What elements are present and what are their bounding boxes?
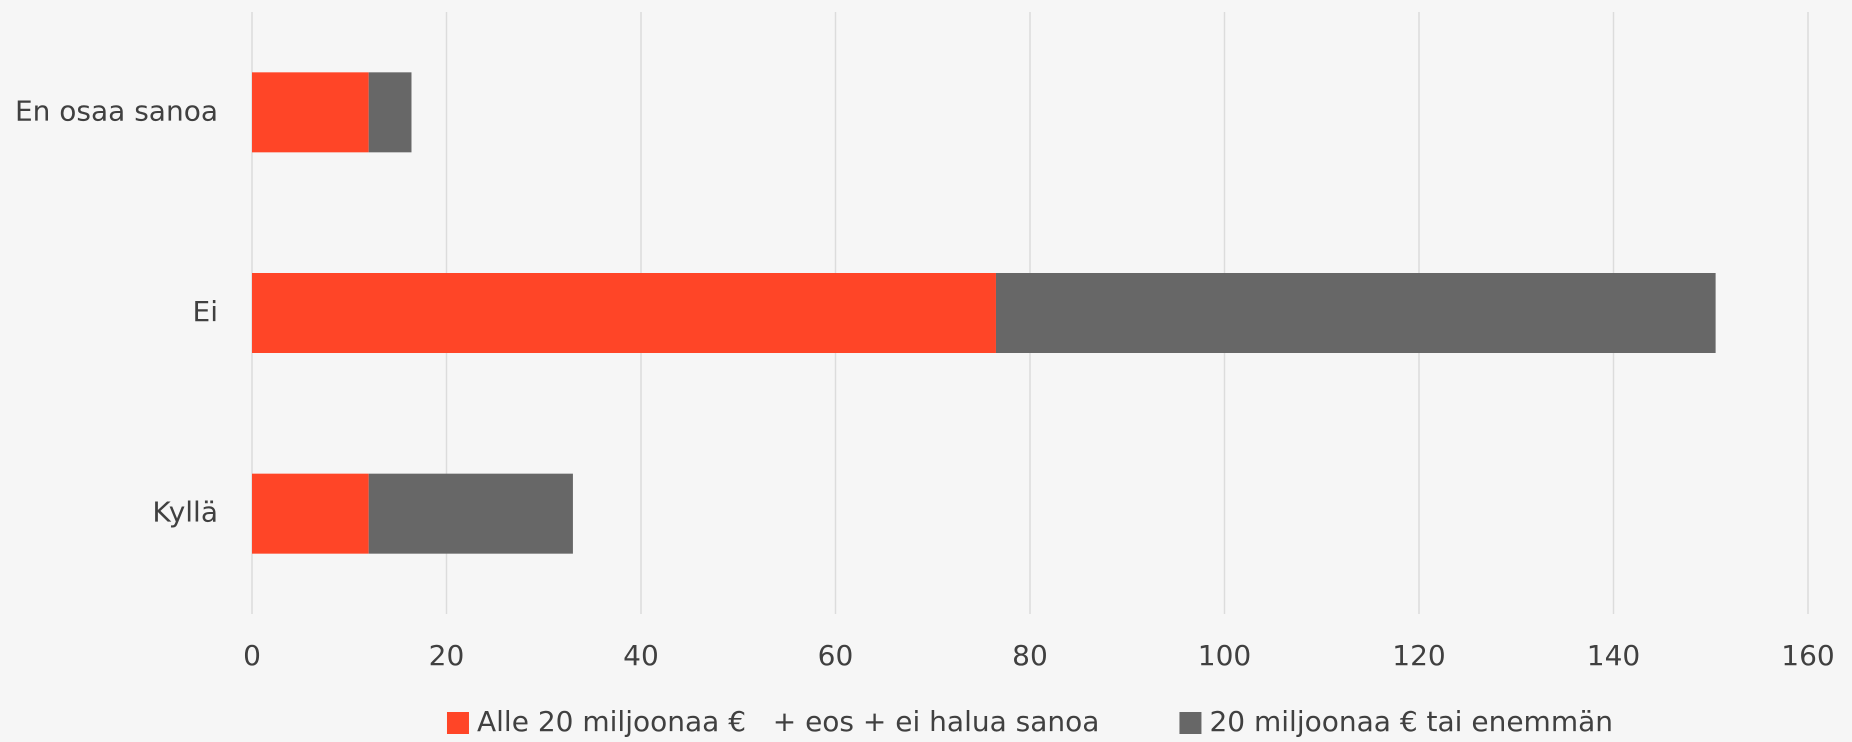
bar-segment [252, 72, 369, 153]
y-tick-label: En osaa sanoa [15, 94, 218, 127]
legend-label: 20 miljoonaa € tai enemmän [1209, 705, 1613, 738]
x-tick-label: 140 [1587, 639, 1640, 672]
legend-swatch [446, 712, 469, 734]
x-tick-label: 60 [818, 639, 854, 672]
x-tick-label: 0 [243, 639, 261, 672]
x-tick-label: 120 [1392, 639, 1445, 672]
x-tick-label: 80 [1012, 639, 1048, 672]
bar-segment [368, 473, 573, 554]
bar-segment [252, 473, 369, 554]
legend-label: Alle 20 miljoonaa € + eos + ei halua san… [477, 705, 1099, 738]
x-tick-label: 100 [1198, 639, 1251, 672]
bar-segment [368, 72, 412, 153]
bar-segment [252, 273, 996, 353]
y-tick-label: Kyllä [152, 496, 218, 529]
bar-segment [995, 273, 1716, 353]
x-tick-label: 160 [1781, 639, 1834, 672]
x-tick-label: 20 [429, 639, 465, 672]
y-tick-label: Ei [193, 295, 218, 328]
x-tick-label: 40 [623, 639, 659, 672]
legend-swatch [1179, 712, 1202, 734]
